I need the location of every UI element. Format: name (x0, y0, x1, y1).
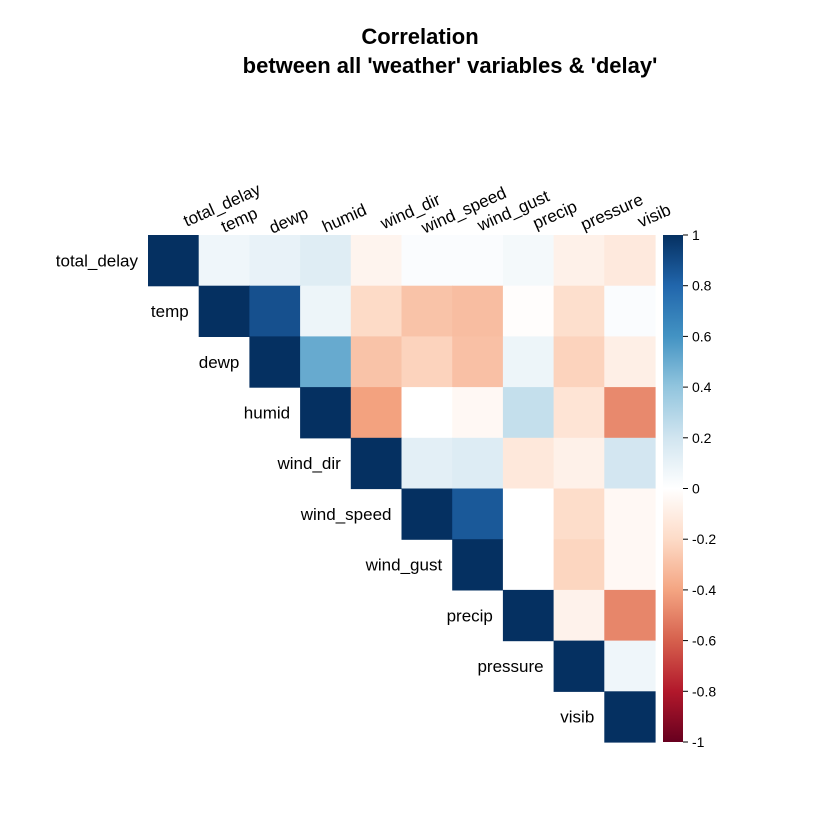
cell-wind_dir-pressure (553, 437, 605, 490)
cell-temp-pressure (553, 285, 605, 337)
col-label-pressure: pressure (578, 190, 646, 234)
cell-dewp-visib (604, 336, 656, 388)
cell-total_delay-wind_gust (452, 235, 504, 287)
colorbar: 1 0.8 0.6 0.4 0.2 0 -0.2 -0.4 -0.6 -0.8 -1 (663, 227, 716, 750)
cell-temp-humid (300, 285, 352, 337)
heatmap-cells (148, 235, 656, 743)
cell-wind_speed-wind_speed (401, 488, 453, 540)
cell-humid-wind_gust (452, 387, 504, 439)
colorbar-tick-label: 0.2 (692, 430, 712, 446)
row-label-precip: precip (447, 606, 493, 625)
colorbar-tick-label: 0.4 (692, 379, 712, 395)
cell-wind_gust-visib (604, 539, 656, 591)
cell-humid-wind_speed (401, 387, 453, 439)
cell-pressure-pressure (553, 640, 605, 692)
colorbar-tick-label: 0.8 (692, 278, 712, 294)
cell-total_delay-dewp (249, 235, 301, 287)
cell-precip-visib (604, 589, 656, 642)
cell-wind_gust-pressure (553, 539, 605, 591)
colorbar-ticks: 1 0.8 0.6 0.4 0.2 0 -0.2 -0.4 -0.6 -0.8 -1 (683, 227, 716, 750)
cell-dewp-dewp (249, 336, 301, 388)
cell-wind_speed-pressure (553, 488, 605, 540)
cell-temp-wind_dir (350, 285, 403, 337)
cell-humid-precip (502, 387, 555, 439)
cell-wind_gust-wind_gust (452, 539, 504, 591)
chart-title-line-1: Correlation (361, 24, 479, 49)
cell-pressure-visib (604, 640, 656, 692)
cell-dewp-wind_speed (401, 336, 453, 388)
cell-temp-temp (198, 285, 250, 337)
cell-total_delay-visib (604, 235, 656, 287)
chart-title: Correlation between all 'weather' variab… (0, 22, 840, 80)
colorbar-tick-label: 1 (692, 227, 700, 243)
cell-total_delay-humid (300, 235, 352, 287)
cell-dewp-pressure (553, 336, 605, 388)
colorbar-bar (663, 235, 683, 742)
colorbar-tick-label: -0.8 (692, 683, 716, 699)
cell-precip-precip (502, 589, 555, 642)
col-label-dewp: dewp (266, 204, 311, 238)
colorbar-tick-label: -0.2 (692, 531, 716, 547)
row-label-wind_gust: wind_gust (365, 556, 443, 575)
cell-temp-wind_gust (452, 285, 504, 337)
cell-humid-pressure (553, 387, 605, 439)
cell-total_delay-precip (502, 235, 555, 287)
cell-total_delay-pressure (553, 235, 605, 287)
cell-temp-precip (502, 285, 555, 337)
row-label-total_delay: total_delay (56, 251, 139, 270)
row-label-pressure: pressure (477, 657, 543, 676)
colorbar-tick-label: -0.4 (692, 582, 716, 598)
cell-dewp-precip (502, 336, 555, 388)
cell-wind_dir-wind_speed (401, 437, 453, 490)
row-label-wind_dir: wind_dir (276, 454, 341, 473)
cell-dewp-humid (300, 336, 352, 388)
cell-visib-visib (604, 691, 656, 743)
cell-temp-dewp (249, 285, 301, 337)
colorbar-tick-label: -0.6 (692, 633, 716, 649)
cell-wind_speed-wind_gust (452, 488, 504, 540)
colorbar-tick-label: 0.6 (692, 328, 712, 344)
cell-dewp-wind_dir (350, 336, 403, 388)
cell-total_delay-total_delay (148, 235, 200, 287)
cell-wind_dir-visib (604, 437, 656, 490)
row-label-humid: humid (244, 403, 290, 422)
row-label-dewp: dewp (199, 353, 240, 372)
cell-wind_speed-visib (604, 488, 656, 540)
cell-humid-humid (300, 387, 352, 439)
row-label-temp: temp (151, 302, 189, 321)
row-label-visib: visib (560, 708, 594, 727)
chart-title-line-2: between all 'weather' variables & 'delay… (242, 53, 658, 78)
cell-wind_dir-wind_dir (350, 437, 403, 490)
cell-wind_speed-precip (502, 488, 555, 540)
cell-dewp-wind_gust (452, 336, 504, 388)
cell-humid-wind_dir (350, 387, 403, 439)
colorbar-tick-label: -1 (692, 734, 705, 750)
cell-total_delay-wind_speed (401, 235, 453, 287)
cell-humid-visib (604, 387, 656, 439)
colorbar-tick-label: 0 (692, 481, 700, 497)
cell-temp-wind_speed (401, 285, 453, 337)
cell-total_delay-wind_dir (350, 235, 403, 287)
col-label-humid: humid (319, 200, 369, 236)
cell-precip-pressure (553, 589, 605, 642)
cell-temp-visib (604, 285, 656, 337)
row-label-wind_speed: wind_speed (300, 505, 392, 524)
cell-wind_dir-precip (502, 437, 555, 490)
cell-wind_dir-wind_gust (452, 437, 504, 490)
cell-wind_gust-precip (502, 539, 555, 591)
cell-total_delay-temp (198, 235, 250, 287)
